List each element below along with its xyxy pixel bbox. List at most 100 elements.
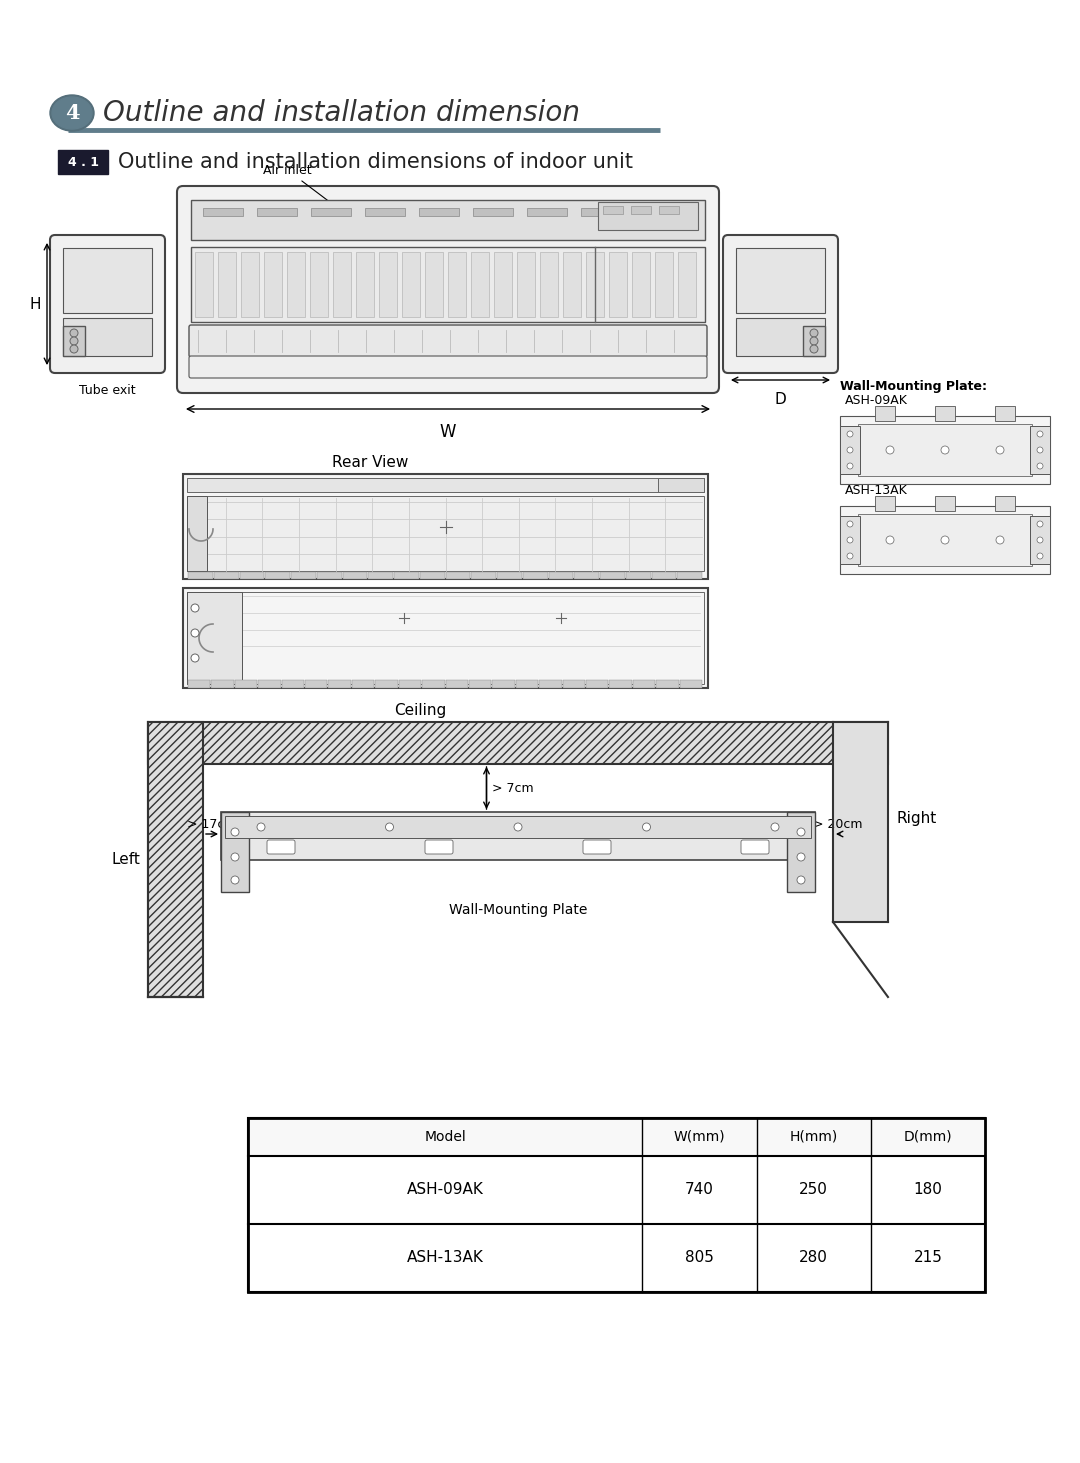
Bar [631, 206, 651, 214]
Text: Wall-Mounting Plate:: Wall-Mounting Plate: [840, 380, 987, 394]
FancyBboxPatch shape [189, 356, 707, 377]
Ellipse shape [52, 97, 92, 129]
Bar [540, 252, 558, 317]
Bar [248, 1118, 985, 1292]
Bar [234, 680, 257, 688]
Bar [563, 252, 581, 317]
Circle shape [70, 345, 78, 353]
Text: Outline and installation dimensions of indoor unit: Outline and installation dimensions of i… [118, 152, 633, 173]
Circle shape [941, 535, 949, 544]
Circle shape [1037, 432, 1043, 437]
Bar [858, 514, 1032, 566]
Bar [833, 723, 888, 922]
Text: ASH-13AK: ASH-13AK [407, 1251, 484, 1265]
Bar [935, 407, 955, 421]
Text: H(mm): H(mm) [789, 1129, 838, 1144]
Text: Rear View: Rear View [332, 455, 408, 470]
Bar [148, 723, 888, 764]
Bar [221, 812, 249, 892]
Bar [494, 252, 512, 317]
FancyBboxPatch shape [741, 840, 769, 854]
Bar [625, 572, 650, 579]
Circle shape [941, 446, 949, 454]
Bar [183, 474, 708, 579]
Bar [840, 426, 860, 474]
Bar [473, 208, 513, 217]
Bar [365, 208, 405, 217]
Text: 4: 4 [65, 102, 79, 123]
Circle shape [231, 876, 239, 884]
Bar [356, 252, 374, 317]
Circle shape [643, 824, 650, 831]
Bar [935, 496, 955, 511]
Bar [840, 506, 1050, 573]
Bar [420, 572, 445, 579]
Bar [187, 496, 704, 571]
Circle shape [996, 535, 1004, 544]
Bar [446, 572, 470, 579]
Bar [257, 208, 297, 217]
Circle shape [797, 828, 805, 835]
Text: Model: Model [424, 1129, 467, 1144]
Bar [379, 252, 397, 317]
Bar [581, 208, 621, 217]
Bar [575, 572, 599, 579]
Bar [188, 572, 213, 579]
Circle shape [1037, 521, 1043, 527]
Bar [187, 593, 704, 685]
Bar [342, 572, 367, 579]
Bar [1030, 426, 1050, 474]
Bar [563, 680, 585, 688]
Bar [187, 496, 207, 571]
Text: W: W [440, 423, 456, 440]
Bar [995, 407, 1015, 421]
Circle shape [386, 824, 393, 831]
Bar [187, 478, 704, 492]
Bar [240, 572, 265, 579]
Bar [218, 252, 237, 317]
Bar [523, 572, 548, 579]
Bar [399, 680, 421, 688]
Bar [63, 249, 152, 313]
Text: D: D [774, 392, 786, 407]
Bar [63, 317, 152, 356]
Circle shape [70, 336, 78, 345]
Bar [402, 252, 420, 317]
Bar [657, 680, 678, 688]
Circle shape [847, 462, 853, 470]
Text: 805: 805 [685, 1251, 714, 1265]
Circle shape [886, 535, 894, 544]
Bar [516, 680, 538, 688]
Bar [63, 326, 85, 356]
Bar [258, 680, 281, 688]
Bar [448, 252, 465, 317]
Text: Right: Right [896, 811, 936, 825]
Bar [148, 723, 203, 996]
FancyBboxPatch shape [426, 840, 453, 854]
Bar [188, 680, 211, 688]
Bar [305, 680, 327, 688]
Bar [586, 680, 608, 688]
Circle shape [1037, 462, 1043, 470]
Circle shape [1037, 537, 1043, 543]
Circle shape [847, 553, 853, 559]
Circle shape [996, 446, 1004, 454]
Bar [248, 1118, 985, 1156]
Text: Ceiling: Ceiling [394, 702, 446, 717]
Circle shape [847, 521, 853, 527]
Text: W(mm): W(mm) [674, 1129, 726, 1144]
Bar [840, 516, 860, 565]
Bar [517, 252, 535, 317]
Text: Wall-Mounting Plate: Wall-Mounting Plate [449, 903, 588, 917]
Bar [633, 680, 656, 688]
Bar [291, 572, 315, 579]
Bar [679, 680, 702, 688]
Bar [352, 680, 375, 688]
Circle shape [810, 345, 818, 353]
Text: Tube exit: Tube exit [79, 383, 136, 396]
Bar [603, 206, 623, 214]
Bar [195, 252, 213, 317]
Bar [310, 252, 328, 317]
Bar [58, 151, 108, 174]
Bar [539, 680, 562, 688]
